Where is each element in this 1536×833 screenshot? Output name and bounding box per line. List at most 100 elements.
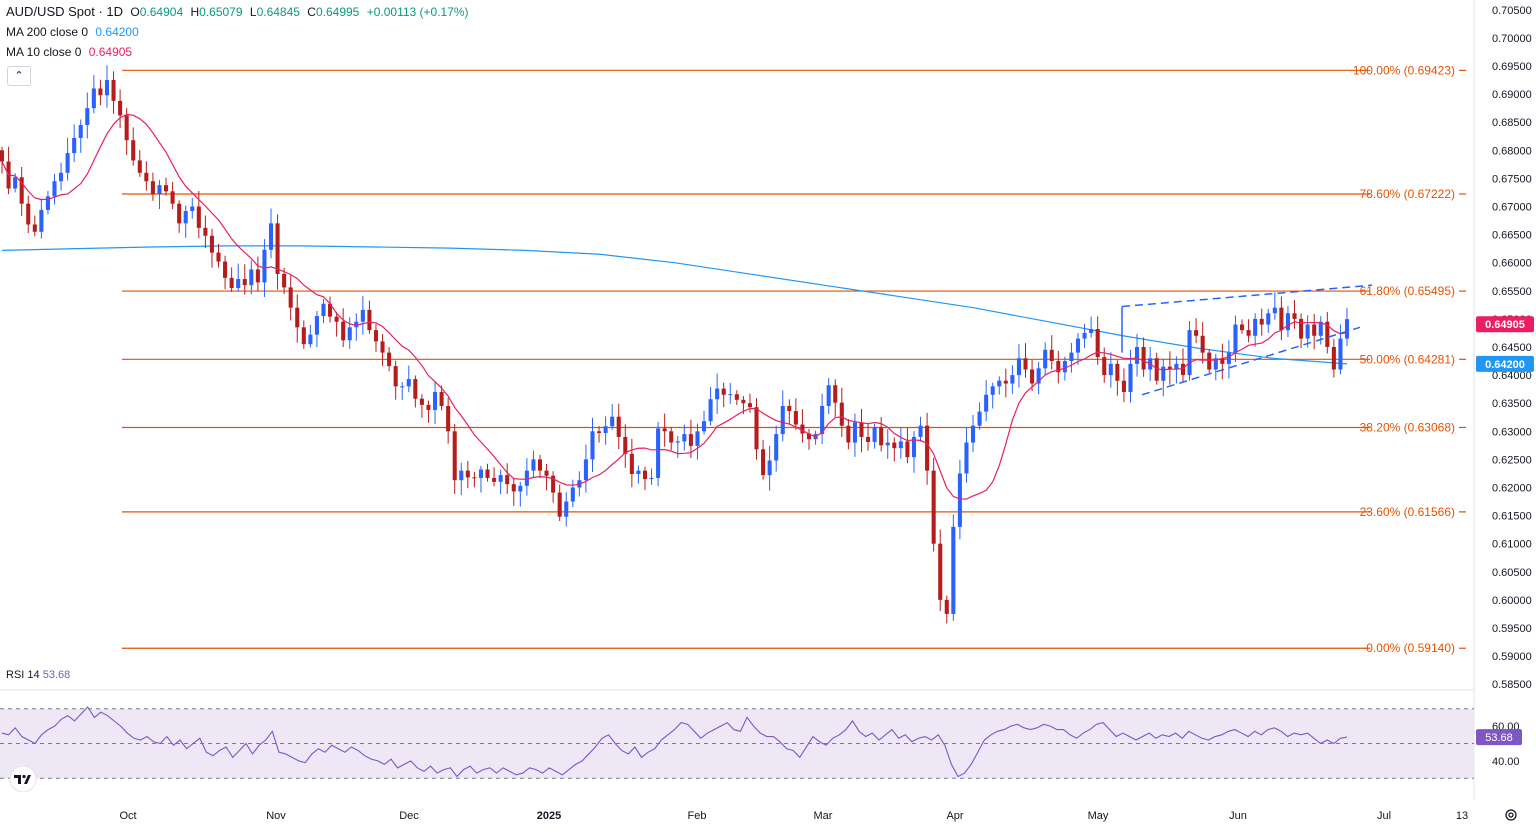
candle-body bbox=[997, 380, 1002, 387]
ma200-value: 0.64200 bbox=[95, 25, 139, 39]
rsi-badge-label: 53.68 bbox=[1485, 732, 1513, 744]
candles bbox=[0, 65, 1350, 624]
candle-body bbox=[820, 406, 825, 435]
candle bbox=[478, 465, 483, 493]
candle bbox=[931, 457, 936, 552]
candle bbox=[1141, 337, 1146, 377]
candle bbox=[1056, 350, 1061, 384]
candle-body bbox=[846, 425, 851, 443]
candle-body bbox=[1069, 352, 1074, 362]
candle-body bbox=[1135, 347, 1140, 364]
candle-body bbox=[767, 460, 772, 476]
close-value: 0.64995 bbox=[315, 5, 360, 19]
candle-body bbox=[65, 153, 70, 173]
candle bbox=[649, 468, 654, 485]
candle-body bbox=[642, 470, 648, 480]
candle bbox=[1016, 343, 1021, 388]
candle-body bbox=[1174, 363, 1179, 370]
candle-body bbox=[1187, 330, 1192, 376]
rsi-legend[interactable]: RSI 14 53.68 bbox=[6, 669, 70, 681]
candle-body bbox=[524, 470, 529, 486]
candle bbox=[1135, 333, 1140, 377]
candle bbox=[301, 320, 306, 349]
candle bbox=[426, 400, 431, 423]
candle bbox=[879, 416, 884, 452]
candle-body bbox=[236, 279, 241, 288]
candle-body bbox=[990, 386, 995, 395]
candle bbox=[6, 146, 11, 195]
y-tick-label: 0.63000 bbox=[1492, 426, 1532, 438]
ma200-legend[interactable]: MA 200 close 0 0.64200 bbox=[6, 25, 143, 39]
candle-body bbox=[334, 316, 339, 322]
candle bbox=[98, 79, 103, 106]
candle bbox=[1043, 342, 1048, 375]
high-label: H bbox=[190, 5, 200, 19]
candle-body bbox=[872, 427, 877, 442]
candle-body bbox=[774, 434, 779, 461]
change-value: +0.00113 (+0.17%) bbox=[366, 5, 469, 19]
candle bbox=[1003, 368, 1008, 398]
collapse-legend-button[interactable]: ⌃ bbox=[7, 66, 31, 86]
candle bbox=[642, 466, 648, 491]
candle bbox=[623, 424, 628, 468]
candle-body bbox=[682, 434, 687, 442]
candle-body bbox=[879, 427, 884, 446]
candle bbox=[223, 255, 228, 290]
candle bbox=[85, 92, 90, 139]
candle-body bbox=[111, 80, 116, 101]
candle bbox=[826, 378, 831, 414]
y-tick-label: 0.62500 bbox=[1492, 454, 1532, 466]
candle-body bbox=[406, 379, 411, 387]
candle bbox=[734, 390, 739, 405]
candle bbox=[1279, 296, 1284, 341]
candle bbox=[163, 177, 169, 196]
candle-body bbox=[472, 477, 477, 479]
symbol-title[interactable]: AUD/USD Spot · 1D bbox=[6, 4, 124, 19]
candle bbox=[551, 471, 556, 503]
candle bbox=[72, 124, 77, 162]
candle bbox=[518, 481, 523, 507]
candle-body bbox=[675, 441, 680, 443]
candle bbox=[701, 410, 707, 435]
channel-upper bbox=[1121, 284, 1373, 308]
candle-body bbox=[1338, 338, 1343, 370]
candle bbox=[242, 264, 247, 295]
ma10-value: 0.64905 bbox=[88, 45, 133, 59]
candle bbox=[537, 454, 543, 479]
candle bbox=[1233, 315, 1238, 363]
ma10-legend[interactable]: MA 10 close 0 0.64905 bbox=[6, 45, 136, 59]
candle-body bbox=[1259, 318, 1264, 325]
candle bbox=[1095, 316, 1100, 365]
candle-body bbox=[1036, 368, 1041, 384]
candle bbox=[892, 437, 897, 462]
candle-body bbox=[13, 177, 18, 189]
y-tick-label: 0.67500 bbox=[1492, 173, 1532, 185]
candle bbox=[636, 465, 641, 484]
candle-body bbox=[104, 80, 110, 96]
candle-body bbox=[1049, 349, 1054, 362]
candle-body bbox=[931, 470, 936, 544]
candle-body bbox=[452, 431, 457, 481]
candle bbox=[439, 385, 444, 411]
tradingview-logo-icon[interactable] bbox=[8, 766, 38, 792]
candle bbox=[918, 416, 923, 442]
candle bbox=[26, 195, 31, 234]
candle bbox=[603, 416, 608, 445]
y-tick-label: 0.58500 bbox=[1492, 679, 1532, 691]
candle bbox=[1187, 321, 1192, 381]
candle-body bbox=[0, 150, 5, 162]
candle bbox=[413, 375, 418, 408]
candle-body bbox=[255, 269, 260, 283]
candle bbox=[859, 408, 864, 453]
candle-body bbox=[52, 181, 57, 197]
candle bbox=[1108, 352, 1113, 388]
candle bbox=[590, 417, 595, 472]
candle-body bbox=[833, 385, 838, 403]
price-badge bbox=[1476, 316, 1534, 333]
candle-body bbox=[859, 422, 864, 437]
candle bbox=[747, 393, 752, 413]
candle bbox=[1239, 319, 1245, 334]
gear-icon[interactable] bbox=[1503, 807, 1519, 823]
